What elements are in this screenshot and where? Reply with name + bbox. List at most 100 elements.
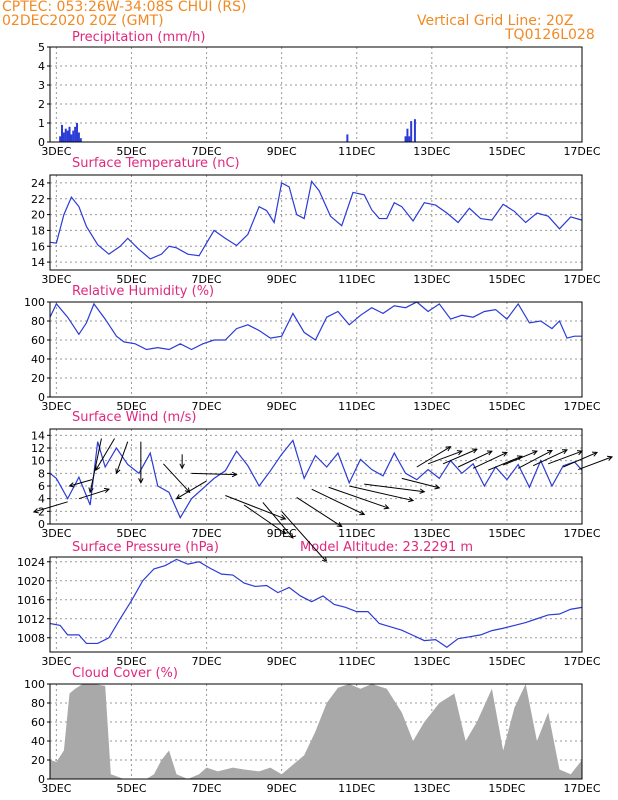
pressure-xtick-label: 3DEC — [41, 655, 71, 668]
wind-vector-head — [231, 471, 238, 478]
humidity-xtick-label: 11DEC — [338, 400, 375, 413]
humidity-panel-frame — [49, 301, 583, 398]
wind-vector — [95, 438, 116, 471]
precipitation-bar — [64, 128, 67, 142]
pressure-xtick-label: 13DEC — [413, 655, 450, 668]
precipitation-xtick-label: 13DEC — [413, 145, 450, 158]
wind-vector — [578, 456, 613, 471]
wind-xtick-label: 13DEC — [413, 527, 450, 540]
wind-ytick-label: 6 — [38, 480, 45, 493]
wind-vector-head — [175, 494, 182, 500]
humidity-xtick-label: 13DEC — [413, 400, 450, 413]
cloud-xtick-label: 17DEC — [563, 782, 600, 795]
precipitation-bar — [62, 132, 65, 142]
wind-vector — [225, 495, 286, 520]
wind-vector — [33, 501, 68, 513]
wind-vector-head — [280, 514, 287, 520]
wind-vector — [78, 488, 110, 500]
precipitation-bar — [59, 136, 62, 142]
humidity-ytick-label: 60 — [31, 334, 45, 347]
temperature-ytick-label: 14 — [31, 256, 45, 269]
pressure-ytick-label: 1016 — [17, 594, 45, 607]
wind-vector-head — [103, 487, 110, 494]
wind-xtick-label: 11DEC — [338, 527, 375, 540]
wind-vector — [191, 472, 237, 476]
wind-vector-head — [184, 487, 191, 494]
temperature-xtick-label: 15DEC — [488, 273, 525, 286]
precipitation-bar — [408, 136, 411, 142]
wind-vector-head — [95, 465, 101, 472]
wind-ytick-label: 4 — [38, 493, 45, 506]
cloud-ytick-label: 40 — [31, 735, 45, 748]
pressure-ytick-label: 1020 — [17, 575, 45, 588]
temperature-xtick-label: 9DEC — [267, 273, 297, 286]
wind-vector-head — [531, 450, 538, 456]
precipitation-ytick-label: 4 — [38, 60, 45, 73]
cloud-ytick-label: 0 — [38, 773, 45, 786]
cloud-xtick-label: 11DEC — [338, 782, 375, 795]
wind-vector — [243, 504, 286, 534]
wind-vector-head — [383, 504, 390, 510]
humidity-xtick-label: 17DEC — [563, 400, 600, 413]
header-grid-line: Vertical Grid Line: 20Z — [417, 13, 574, 29]
humidity-series-line — [49, 301, 582, 351]
temperature-ytick-label: 22 — [31, 193, 45, 206]
precipitation-bar — [76, 123, 79, 142]
pressure-title: Surface Pressure (hPa) — [72, 540, 219, 555]
precipitation-bar — [68, 126, 71, 142]
precipitation-xtick-label: 9DEC — [267, 145, 297, 158]
cloud-area — [50, 684, 582, 779]
wind-vector-head — [288, 532, 294, 539]
precipitation-xtick-label: 3DEC — [41, 145, 71, 158]
humidity-ytick-label: 20 — [31, 372, 45, 385]
wind-vector — [457, 450, 493, 468]
pressure-xtick-label: 15DEC — [488, 655, 525, 668]
wind-xtick-label: 3DEC — [41, 527, 71, 540]
temperature-xtick-label: 17DEC — [563, 273, 600, 286]
wind-vector-head — [359, 510, 366, 516]
cloud-ytick-label: 80 — [31, 697, 45, 710]
pressure-xtick-label: 17DEC — [563, 655, 600, 668]
wind-title: Surface Wind (m/s) — [72, 410, 197, 425]
wind-vector-head — [434, 484, 441, 490]
cloud-title: Cloud Cover (%) — [72, 666, 178, 681]
wind-vector — [296, 496, 342, 527]
pressure-ytick-label: 1012 — [17, 613, 45, 626]
wind-vector — [311, 488, 365, 515]
wind-xtick-label: 7DEC — [192, 527, 222, 540]
header-model-code: TQ0126L028 — [505, 27, 595, 43]
humidity-xtick-label: 9DEC — [267, 400, 297, 413]
wind-ytick-label: 8 — [38, 467, 45, 480]
precipitation-bar — [410, 121, 413, 142]
wind-vector-head — [561, 449, 568, 455]
wind-vector — [532, 449, 568, 467]
precipitation-title: Precipitation (mm/h) — [72, 30, 206, 45]
cloud-xtick-label: 3DEC — [41, 782, 71, 795]
wind-vector-head — [591, 451, 599, 457]
wind-vector — [176, 480, 207, 500]
wind-vector-head — [419, 488, 426, 494]
wind-panel-frame — [49, 428, 583, 525]
wind-vector-head — [408, 496, 415, 503]
humidity-xtick-label: 7DEC — [192, 400, 222, 413]
precipitation-panel-frame — [49, 46, 583, 143]
wind-vector — [563, 451, 598, 468]
pressure-xtick-label: 7DEC — [192, 655, 222, 668]
wind-xtick-label: 15DEC — [488, 527, 525, 540]
wind-vector — [163, 463, 191, 493]
cloud-xtick-label: 5DEC — [116, 782, 146, 795]
precipitation-bar — [404, 136, 407, 142]
humidity-ytick-label: 0 — [38, 391, 45, 404]
wind-vector-head — [501, 451, 508, 457]
wind-vector — [548, 450, 583, 465]
pressure-xtick-label: 11DEC — [338, 655, 375, 668]
precipitation-xtick-label: 15DEC — [488, 145, 525, 158]
precipitation-ytick-label: 3 — [38, 79, 45, 92]
pressure-model-altitude: Model Altitude: 23.2291 m — [300, 540, 474, 555]
cloud-xtick-label: 13DEC — [413, 782, 450, 795]
precipitation-bar — [79, 138, 82, 142]
precipitation-xtick-label: 17DEC — [563, 145, 600, 158]
wind-vector-head — [471, 448, 478, 454]
wind-vector — [427, 450, 463, 465]
